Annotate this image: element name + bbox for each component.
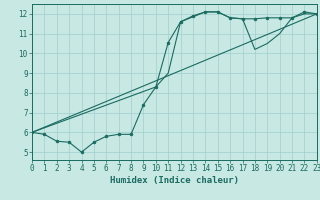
- X-axis label: Humidex (Indice chaleur): Humidex (Indice chaleur): [110, 176, 239, 185]
